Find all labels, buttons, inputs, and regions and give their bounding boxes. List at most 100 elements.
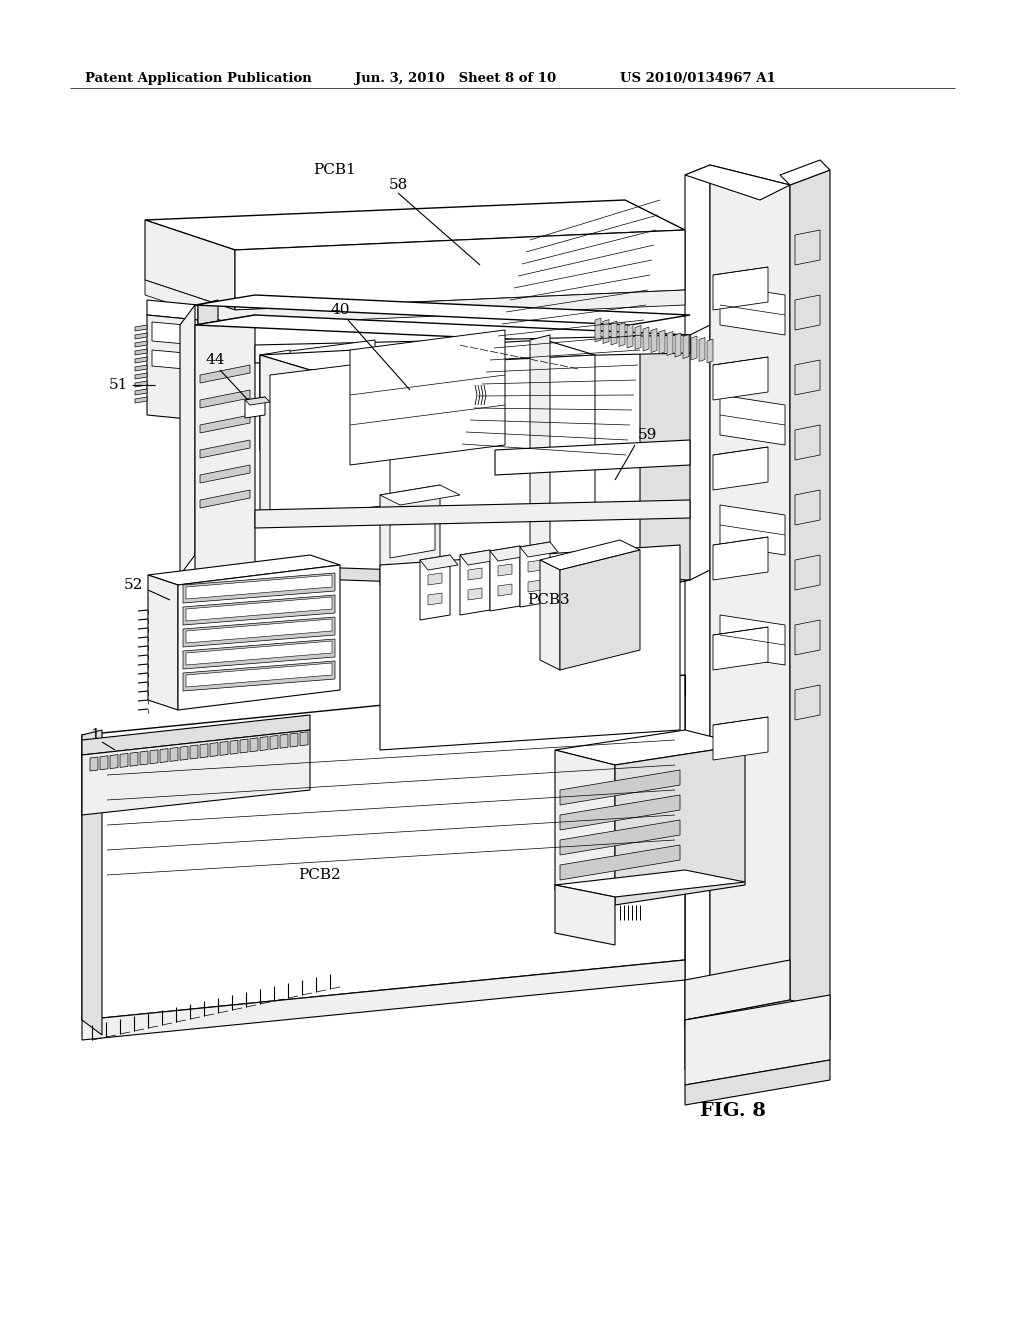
Polygon shape [595, 318, 601, 342]
Polygon shape [147, 315, 198, 420]
Polygon shape [135, 381, 147, 387]
Polygon shape [260, 355, 310, 525]
Polygon shape [428, 593, 442, 605]
Polygon shape [615, 744, 745, 906]
Polygon shape [240, 739, 248, 752]
Polygon shape [560, 820, 680, 855]
Polygon shape [160, 748, 168, 763]
Polygon shape [250, 738, 258, 752]
Polygon shape [685, 1060, 830, 1105]
Polygon shape [380, 545, 680, 750]
Polygon shape [713, 717, 768, 760]
Polygon shape [210, 743, 218, 756]
Polygon shape [260, 341, 375, 450]
Polygon shape [186, 642, 332, 665]
Polygon shape [380, 484, 440, 585]
Polygon shape [82, 715, 310, 755]
Polygon shape [135, 366, 147, 371]
Polygon shape [560, 770, 680, 805]
Polygon shape [150, 750, 158, 764]
Polygon shape [528, 560, 542, 572]
Polygon shape [190, 744, 198, 759]
Polygon shape [685, 165, 790, 201]
Polygon shape [135, 348, 147, 355]
Polygon shape [560, 550, 640, 671]
Polygon shape [152, 322, 196, 345]
Polygon shape [186, 619, 332, 643]
Polygon shape [555, 884, 615, 945]
Polygon shape [195, 315, 255, 576]
Polygon shape [183, 616, 335, 647]
Polygon shape [300, 731, 308, 746]
Text: US 2010/0134967 A1: US 2010/0134967 A1 [620, 73, 776, 84]
Polygon shape [795, 360, 820, 395]
Polygon shape [713, 267, 768, 310]
Polygon shape [795, 294, 820, 330]
Polygon shape [555, 750, 615, 906]
Text: 58: 58 [388, 178, 408, 191]
Polygon shape [260, 341, 595, 370]
Polygon shape [350, 330, 505, 465]
Polygon shape [200, 440, 250, 458]
Polygon shape [713, 447, 768, 490]
Polygon shape [490, 546, 528, 561]
Polygon shape [460, 550, 490, 615]
Polygon shape [135, 341, 147, 347]
Polygon shape [667, 331, 673, 355]
Polygon shape [200, 465, 250, 483]
Polygon shape [230, 741, 238, 754]
Polygon shape [147, 300, 198, 319]
Polygon shape [135, 389, 147, 395]
Polygon shape [255, 500, 690, 528]
Polygon shape [140, 751, 148, 766]
Polygon shape [683, 334, 689, 359]
Polygon shape [186, 576, 332, 599]
Polygon shape [260, 350, 290, 450]
Polygon shape [520, 543, 550, 607]
Polygon shape [120, 754, 128, 767]
Polygon shape [707, 339, 713, 363]
Polygon shape [795, 230, 820, 265]
Polygon shape [560, 845, 680, 880]
Polygon shape [183, 661, 335, 690]
Polygon shape [290, 733, 298, 747]
Polygon shape [710, 165, 790, 1049]
Polygon shape [180, 305, 195, 576]
Polygon shape [90, 756, 98, 771]
Polygon shape [685, 165, 710, 1071]
Polygon shape [691, 337, 697, 360]
Polygon shape [234, 230, 685, 310]
Text: Patent Application Publication: Patent Application Publication [85, 73, 311, 84]
Polygon shape [795, 554, 820, 590]
Polygon shape [135, 356, 147, 363]
Polygon shape [186, 663, 332, 686]
Polygon shape [180, 746, 188, 760]
Polygon shape [720, 395, 785, 445]
Polygon shape [528, 579, 542, 591]
Text: Jun. 3, 2010   Sheet 8 of 10: Jun. 3, 2010 Sheet 8 of 10 [355, 73, 556, 84]
Polygon shape [100, 756, 108, 770]
Polygon shape [555, 730, 745, 766]
Polygon shape [685, 1001, 830, 1030]
Polygon shape [420, 554, 450, 620]
Text: 40: 40 [331, 304, 350, 317]
Polygon shape [220, 742, 228, 755]
Polygon shape [498, 564, 512, 576]
Polygon shape [651, 329, 657, 352]
Polygon shape [186, 597, 332, 620]
Polygon shape [795, 425, 820, 459]
Polygon shape [200, 389, 250, 408]
Polygon shape [659, 330, 665, 354]
Polygon shape [640, 335, 690, 590]
Polygon shape [270, 735, 278, 750]
Polygon shape [135, 325, 147, 331]
Polygon shape [82, 730, 310, 814]
Polygon shape [720, 615, 785, 665]
Text: 51: 51 [109, 378, 128, 392]
Text: 52: 52 [123, 578, 142, 591]
Polygon shape [245, 397, 270, 405]
Polygon shape [720, 285, 785, 335]
Polygon shape [390, 517, 435, 558]
Polygon shape [82, 960, 685, 1040]
Polygon shape [420, 554, 458, 570]
